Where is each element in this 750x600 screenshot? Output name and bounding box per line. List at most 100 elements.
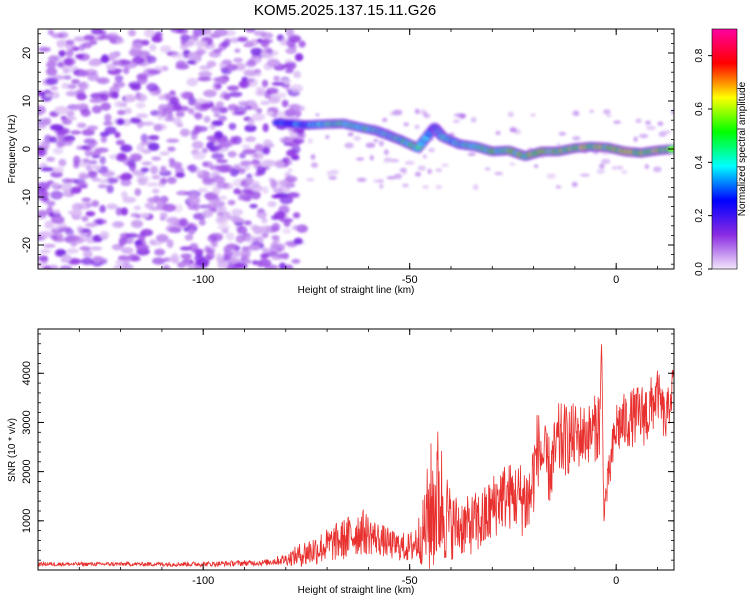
noise-cell <box>236 225 248 235</box>
noise-cell <box>200 102 214 109</box>
noise-cell <box>127 237 134 245</box>
noise-cell <box>290 84 304 93</box>
noise-cell <box>369 154 374 161</box>
noise-cell <box>216 211 223 217</box>
noise-cell <box>265 111 274 116</box>
noise-cell <box>146 83 159 92</box>
noise-cell <box>260 39 270 48</box>
noise-cell <box>52 225 65 231</box>
noise-cell <box>66 116 77 121</box>
noise-cell <box>130 42 144 49</box>
spectrogram-y-ticks: -20 -10 0 10 20 <box>21 33 674 265</box>
noise-cell <box>81 215 89 222</box>
noise-cell <box>645 120 651 125</box>
noise-cell <box>136 113 149 119</box>
noise-cell <box>218 77 228 85</box>
noise-cell <box>114 100 124 108</box>
noise-cell <box>572 136 581 141</box>
noise-cell <box>141 161 153 166</box>
noise-cell <box>140 228 154 237</box>
noise-cell <box>216 159 228 164</box>
snr-y-label: SNR (10 * v/v) <box>7 418 18 482</box>
noise-cell <box>130 84 142 91</box>
noise-cell <box>392 109 403 116</box>
noise-cell <box>261 231 269 239</box>
noise-cell <box>239 152 246 159</box>
noise-cell <box>150 165 159 175</box>
noise-cell <box>89 98 104 104</box>
noise-cell <box>159 212 168 219</box>
noise-cell <box>179 217 188 227</box>
noise-cell <box>115 139 126 146</box>
noise-cell <box>261 79 269 88</box>
noise-cell <box>495 130 501 136</box>
noise-cell <box>38 106 47 115</box>
noise-cell <box>245 235 258 244</box>
noise-cell <box>91 164 101 170</box>
noise-cell <box>211 152 224 160</box>
noise-cell <box>151 188 160 194</box>
noise-cell <box>263 46 273 54</box>
noise-cell <box>121 191 128 199</box>
noise-cell <box>50 182 60 188</box>
noise-cell <box>403 122 410 127</box>
noise-cell <box>290 36 300 43</box>
noise-cell <box>119 174 127 181</box>
noise-cell <box>120 59 132 65</box>
noise-cell <box>172 104 183 112</box>
noise-cell <box>167 176 177 185</box>
noise-cell <box>216 253 223 260</box>
noise-cell <box>383 149 389 156</box>
noise-cell <box>63 187 70 196</box>
noise-cell <box>202 161 213 168</box>
noise-cell <box>122 196 137 204</box>
noise-cell <box>272 187 283 194</box>
noise-cell <box>192 29 206 37</box>
y-tick-label: 10 <box>21 95 33 107</box>
y-tick-label: 1000 <box>21 509 33 533</box>
noise-cell <box>235 234 245 244</box>
noise-cell <box>652 166 662 173</box>
noise-cell <box>270 241 279 249</box>
noise-cell <box>179 128 191 137</box>
noise-cell <box>136 175 150 183</box>
noise-cell <box>203 115 211 123</box>
noise-cell <box>88 60 102 67</box>
noise-cell <box>202 177 215 185</box>
x-tick-label: -100 <box>192 575 214 587</box>
noise-cell <box>106 64 117 71</box>
noise-cell <box>274 159 285 169</box>
noise-cell <box>66 248 79 254</box>
noise-cell <box>298 40 306 48</box>
spectrogram-x-label: Height of straight line (km) <box>298 285 415 296</box>
noise-cell <box>91 150 102 155</box>
noise-cell <box>161 65 169 72</box>
noise-cell <box>118 240 126 247</box>
noise-cell <box>280 138 294 143</box>
colorbar-tick-label: 0.0 <box>694 262 705 276</box>
noise-cell <box>376 179 384 184</box>
noise-cell <box>89 246 103 251</box>
noise-cell <box>484 167 491 171</box>
noise-cell <box>247 244 261 251</box>
noise-cell <box>83 158 90 164</box>
noise-cell <box>50 215 65 224</box>
noise-cell <box>467 152 476 156</box>
noise-cell <box>168 226 180 233</box>
noise-cell <box>306 177 315 182</box>
noise-cell <box>38 210 48 217</box>
noise-cell <box>179 246 192 251</box>
snr-y-ticks: 1000 2000 3000 4000 <box>21 333 674 561</box>
noise-cell <box>347 132 354 137</box>
snr-x-ticks: -100 -50 0 <box>37 329 658 587</box>
noise-cell <box>255 236 264 245</box>
noise-cell <box>414 171 422 177</box>
noise-cell <box>267 143 275 148</box>
noise-cell <box>211 120 224 127</box>
noise-cell <box>105 177 119 184</box>
noise-cell <box>100 170 115 177</box>
noise-cell <box>644 163 650 170</box>
noise-cell <box>127 253 140 262</box>
noise-cell <box>45 77 59 86</box>
noise-cell <box>49 124 64 131</box>
